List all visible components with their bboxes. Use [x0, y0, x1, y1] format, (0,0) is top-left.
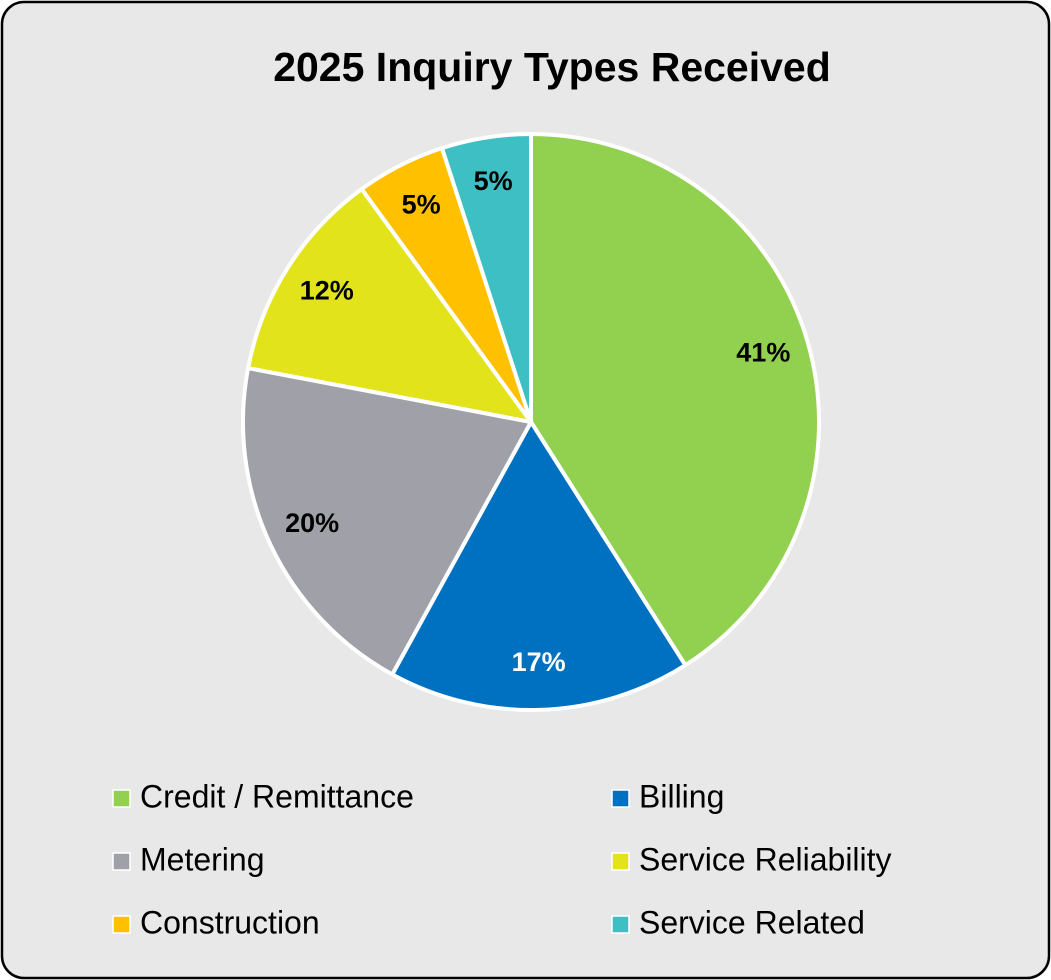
pie-slice — [241, 366, 533, 677]
legend-swatch — [611, 915, 630, 934]
data-label: 5% — [402, 190, 441, 220]
legend-swatch — [611, 789, 630, 808]
chart-title: 2025 Inquiry Types Received — [273, 44, 831, 90]
legend-swatch — [112, 789, 131, 808]
legend-label: Credit / Remittance — [140, 778, 414, 814]
legend-swatch — [112, 915, 131, 934]
data-label: 20% — [285, 508, 339, 538]
pie-slice — [390, 420, 688, 712]
legend-label: Construction — [140, 904, 320, 940]
pie-slice — [246, 187, 533, 424]
data-label: 5% — [474, 166, 513, 196]
data-label: 41% — [736, 338, 790, 368]
legend-swatch — [112, 852, 131, 871]
legend-swatch — [611, 852, 630, 871]
pie-slice — [440, 132, 533, 424]
data-label: 17% — [512, 647, 566, 677]
legend-label: Service Reliability — [639, 841, 892, 877]
legend-label: Billing — [639, 778, 724, 814]
legend-label: Metering — [140, 841, 265, 877]
legend-label: Service Related — [639, 904, 865, 940]
data-label: 12% — [300, 275, 354, 305]
